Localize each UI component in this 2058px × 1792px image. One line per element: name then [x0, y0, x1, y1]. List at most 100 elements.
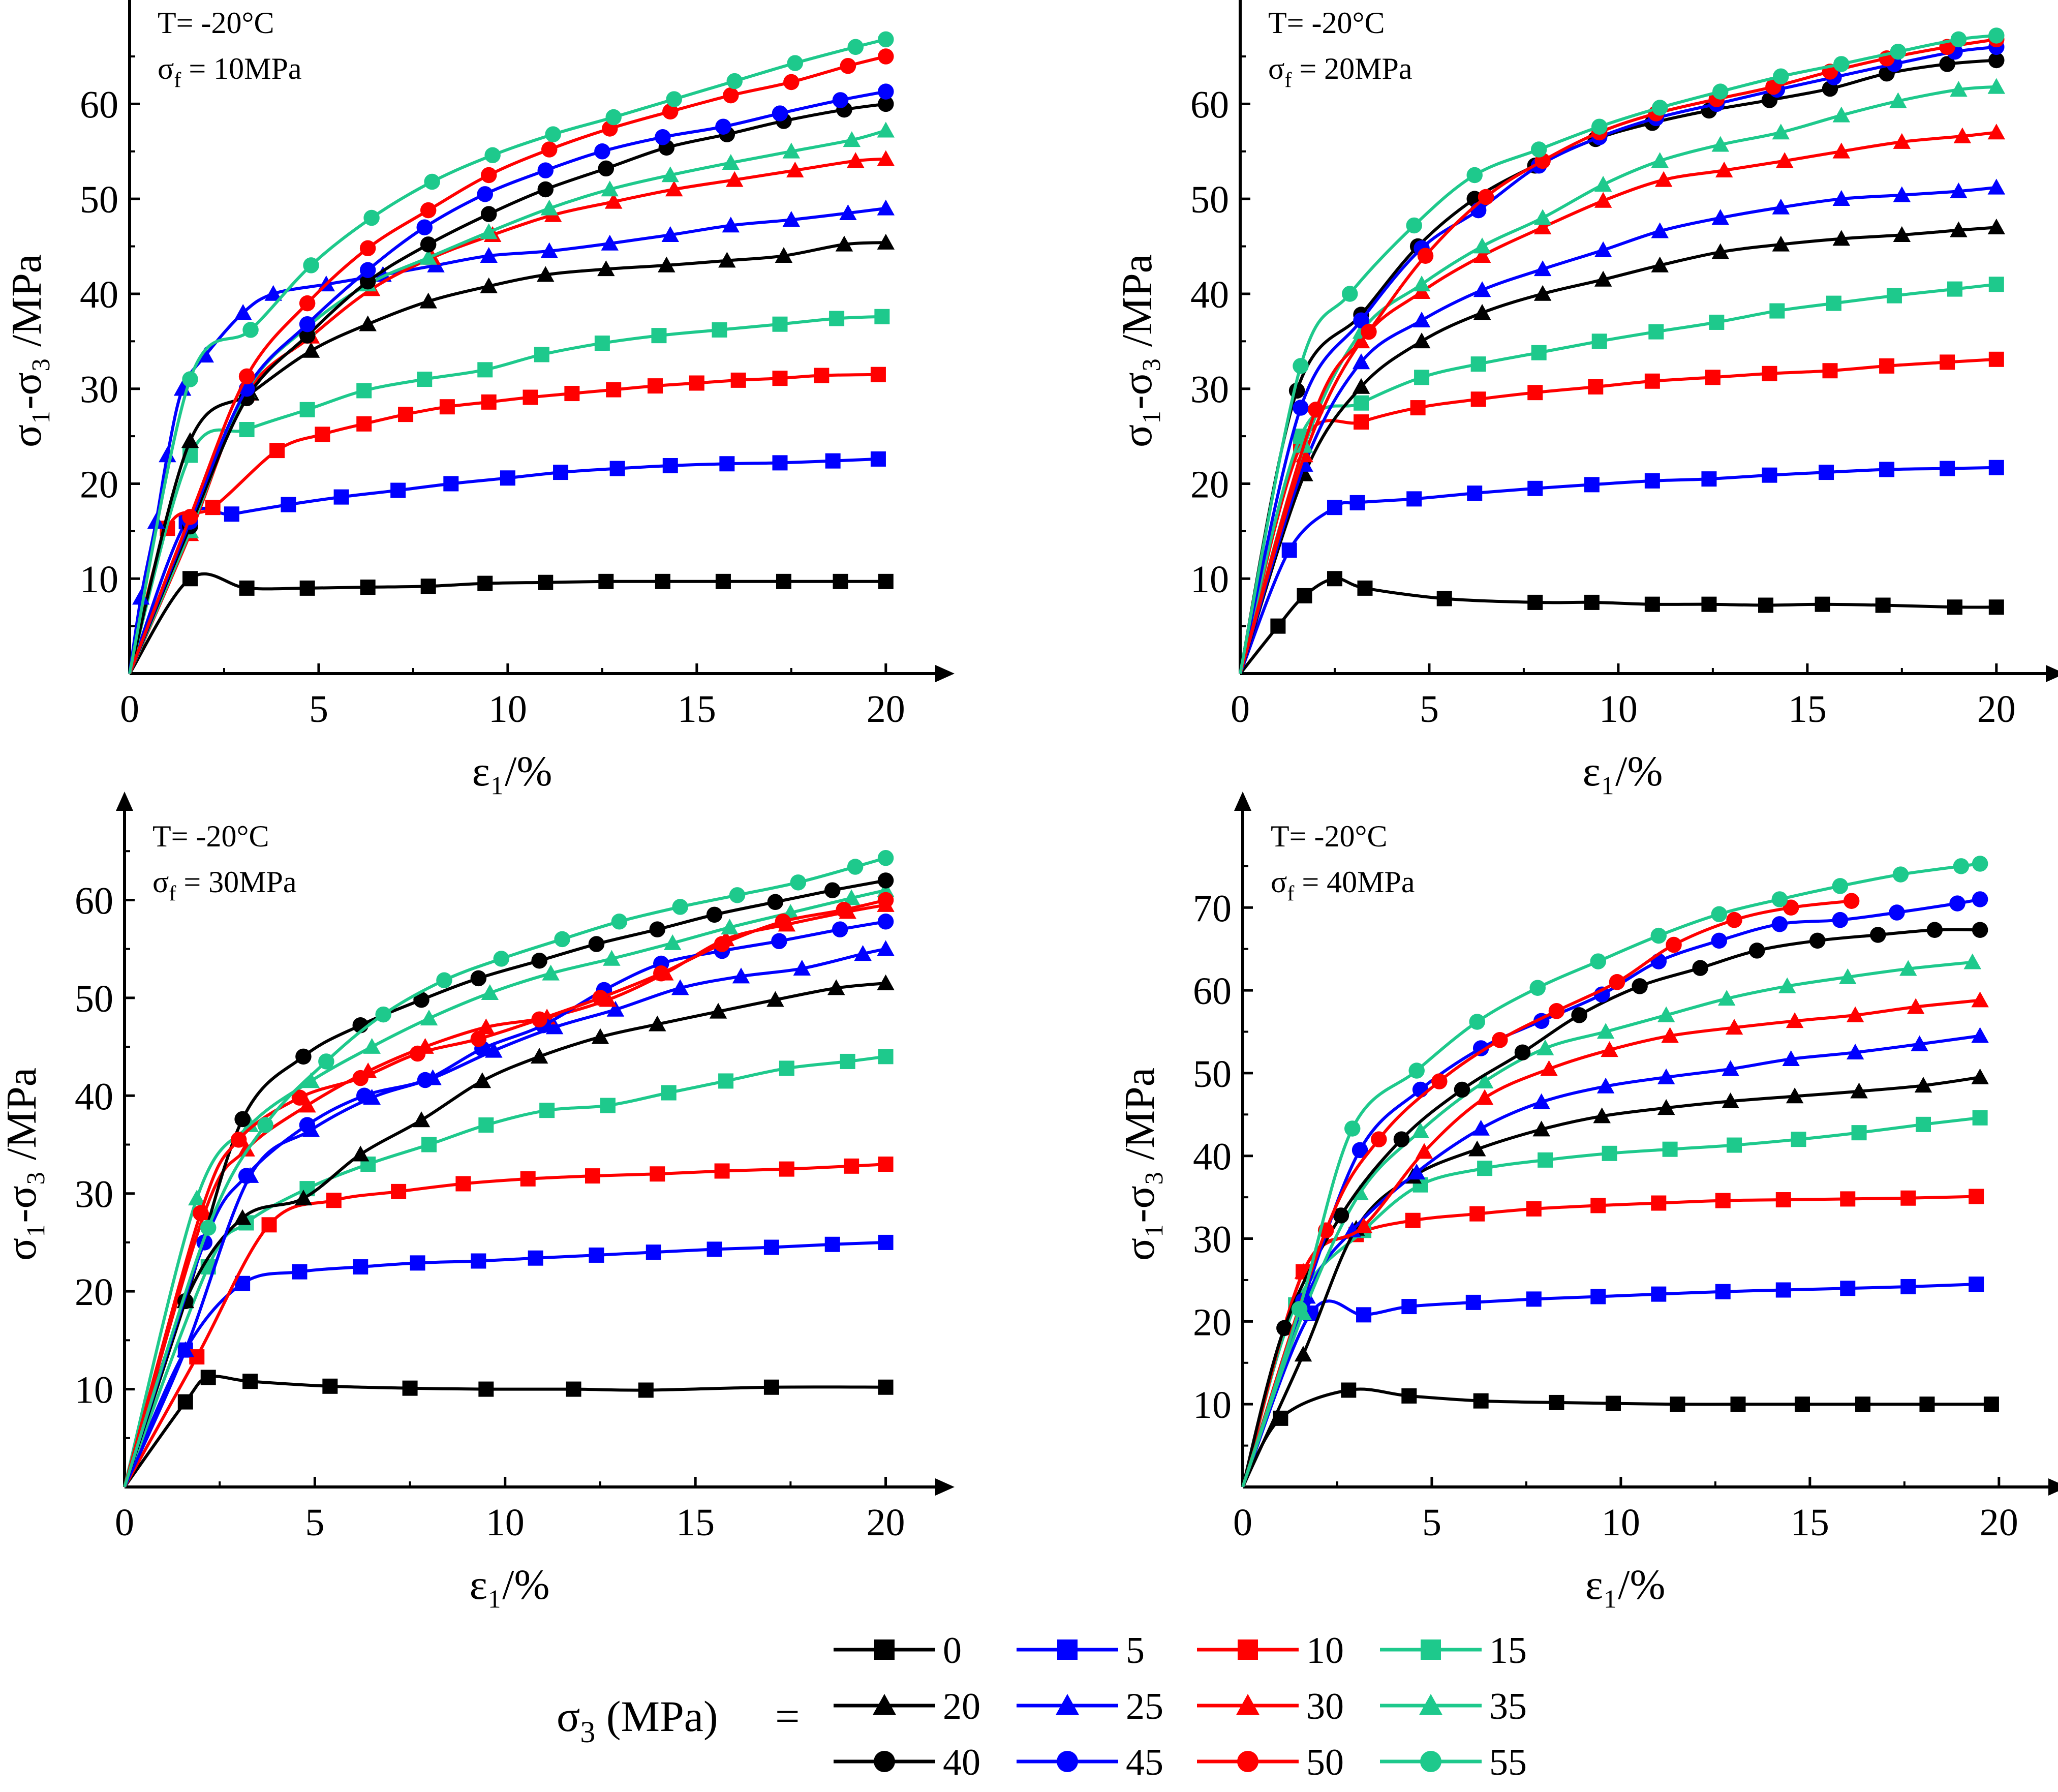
data-point-20: [827, 979, 845, 995]
data-point-10: [356, 416, 372, 432]
data-point-10: [585, 1168, 600, 1184]
data-point-55: [363, 209, 380, 226]
data-point-5: [1715, 1284, 1731, 1299]
data-point-10: [1988, 351, 2004, 367]
data-point-10: [1651, 1195, 1667, 1211]
data-point-40: [537, 181, 554, 198]
y-tick-label: 20: [75, 1271, 113, 1314]
y-tick-label: 30: [1190, 369, 1229, 411]
data-point-10: [1354, 414, 1369, 430]
data-point-30: [1654, 171, 1673, 187]
data-point-35: [1711, 136, 1730, 152]
data-point-35: [481, 984, 499, 1000]
data-point-25: [606, 1000, 625, 1017]
data-point-50: [592, 990, 608, 1006]
data-point-55: [672, 899, 688, 915]
y-tick-label: 10: [1190, 558, 1229, 601]
temperature-annotation: T= -20°C: [158, 6, 274, 40]
data-point-15: [712, 322, 727, 338]
data-point-30: [1355, 1217, 1373, 1233]
y-tick-label: 60: [1193, 970, 1232, 1013]
series-55: [1239, 27, 2005, 674]
data-point-45: [772, 105, 788, 122]
legend-marker: [1237, 1751, 1258, 1772]
data-point-45: [238, 1168, 255, 1184]
y-tick-label: 10: [80, 558, 118, 601]
data-point-15: [1709, 314, 1725, 330]
data-point-10: [1775, 1192, 1791, 1208]
legend-label: 35: [1489, 1686, 1527, 1727]
data-point-55: [1406, 217, 1422, 234]
data-point-5: [1406, 491, 1422, 507]
data-point-55: [1466, 167, 1483, 184]
stress-annotation: σf = 30MPa: [152, 865, 297, 905]
data-point-0: [477, 575, 493, 591]
data-point-0: [1401, 1388, 1417, 1404]
series-line-50: [1239, 38, 1997, 674]
data-point-30: [1786, 1012, 1804, 1028]
data-point-5: [281, 497, 296, 512]
series-line-55: [128, 38, 886, 674]
data-point-45: [832, 921, 848, 937]
data-point-5: [390, 482, 406, 498]
legend-label: 45: [1126, 1742, 1163, 1783]
data-point-10: [326, 1193, 342, 1208]
stress-annotation-subscript: f: [169, 882, 176, 905]
data-point-30: [1725, 1019, 1743, 1035]
data-point-35: [480, 223, 498, 239]
data-point-50: [193, 1205, 209, 1221]
data-point-35: [542, 964, 560, 981]
data-point-20: [1772, 235, 1790, 252]
data-point-25: [1352, 353, 1370, 370]
data-point-55: [666, 91, 682, 107]
data-point-25: [1987, 178, 2006, 195]
legend-item-0: 0: [834, 1630, 962, 1672]
stress-annotation: σf = 10MPa: [158, 52, 302, 92]
data-point-25: [176, 1341, 195, 1357]
data-point-15: [417, 372, 433, 387]
data-point-10: [1879, 358, 1895, 374]
series-5: [1241, 1277, 1984, 1488]
data-point-40: [420, 236, 437, 253]
data-point-50: [840, 57, 856, 74]
data-point-5: [1879, 462, 1895, 477]
data-point-50: [1666, 936, 1682, 953]
data-point-35: [363, 1038, 381, 1054]
data-point-20: [1651, 256, 1669, 272]
chart-panel-4: 0 5 10 15 20 10 20 30 40 50 60 70 ε₁/% σ₁-σ₃ /MPa T= -…: [1116, 792, 2058, 1608]
data-point-0: [182, 571, 198, 587]
data-point-5: [719, 456, 735, 472]
data-point-15: [1470, 356, 1486, 372]
data-point-45: [715, 118, 731, 135]
data-point-15: [661, 1085, 677, 1101]
data-point-50: [1609, 974, 1625, 990]
data-point-20: [591, 1028, 609, 1044]
data-point-20: [530, 1048, 548, 1064]
data-point-5: [410, 1255, 425, 1271]
stress-annotation-subscript: f: [1284, 69, 1292, 92]
stress-annotation-value: = 40MPa: [1294, 865, 1415, 899]
data-point-5: [825, 453, 841, 469]
data-point-45: [1771, 916, 1788, 932]
stress-annotation-symbol: σ: [1268, 52, 1284, 85]
legend-item-10: 10: [1197, 1630, 1344, 1672]
data-point-5: [353, 1259, 368, 1275]
data-point-40: [706, 906, 723, 923]
data-point-5: [333, 489, 349, 505]
data-point-20: [412, 1111, 431, 1128]
data-point-0: [1606, 1395, 1621, 1411]
legend-label: 25: [1126, 1686, 1163, 1727]
data-point-40: [1514, 1044, 1531, 1060]
data-point-25: [1711, 209, 1730, 225]
series-20: [1239, 218, 2006, 674]
stress-annotation-subscript: f: [174, 69, 181, 92]
data-point-50: [783, 74, 800, 90]
data-point-35: [782, 142, 801, 159]
data-point-5: [292, 1264, 308, 1280]
data-point-55: [729, 887, 746, 903]
data-point-0: [1947, 599, 1962, 615]
series-line-45: [1239, 45, 1997, 674]
legend-marker: [1419, 1694, 1442, 1715]
data-point-0: [878, 1379, 894, 1395]
data-point-50: [409, 1045, 426, 1062]
